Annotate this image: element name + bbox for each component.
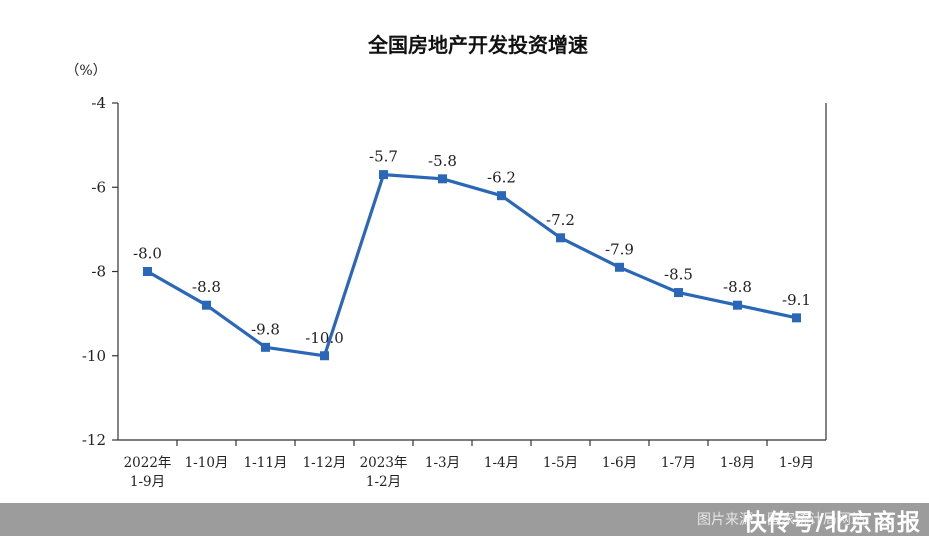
data-label: -9.8 bbox=[251, 320, 280, 338]
y-tick-label: -8 bbox=[91, 263, 106, 281]
y-unit-label: （%） bbox=[65, 63, 106, 79]
x-tick-label: 1-2月 bbox=[366, 474, 401, 490]
line-chart: 全国房地产开发投资增速 （%） -4 -6 -8 -10 -12 2022年 1-9月 1-… bbox=[65, 33, 827, 490]
x-tick-label: 1-4月 bbox=[484, 455, 519, 471]
data-label: -7.9 bbox=[605, 240, 634, 258]
data-label: -8.8 bbox=[192, 278, 221, 296]
data-label: -5.8 bbox=[428, 152, 457, 170]
y-tick-label: -10 bbox=[82, 347, 106, 365]
x-tick-label: 1-9月 bbox=[779, 455, 814, 471]
axes bbox=[112, 102, 827, 446]
data-point bbox=[379, 170, 388, 180]
x-tick-label: 2022年 bbox=[124, 455, 172, 471]
x-tick-label: 1-3月 bbox=[425, 455, 460, 471]
x-tick-label: 1-11月 bbox=[244, 455, 288, 471]
data-point bbox=[261, 342, 270, 352]
data-labels: -8.0 -8.8 -9.8 -10.0 -5.7 -5.8 -6.2 -7.2 -7.9 -8.… bbox=[133, 148, 811, 347]
data-label: -8.5 bbox=[664, 266, 693, 284]
data-point bbox=[320, 351, 329, 361]
data-point bbox=[202, 300, 211, 310]
watermark-bar bbox=[0, 503, 929, 536]
data-label: -9.1 bbox=[782, 291, 811, 309]
data-point bbox=[438, 174, 447, 184]
data-point bbox=[733, 300, 742, 310]
data-point bbox=[556, 233, 565, 243]
data-label: -6.2 bbox=[487, 169, 516, 187]
data-label: -8.0 bbox=[133, 245, 162, 263]
x-tick-label: 1-5月 bbox=[543, 455, 578, 471]
y-tick-label: -12 bbox=[82, 431, 106, 449]
x-tick-label: 1-8月 bbox=[720, 455, 755, 471]
data-label: -5.7 bbox=[369, 148, 398, 166]
x-tick-label: 1-12月 bbox=[303, 455, 347, 471]
data-label: -7.2 bbox=[546, 211, 575, 229]
x-tick-label: 1-6月 bbox=[602, 455, 637, 471]
data-point bbox=[497, 191, 506, 201]
x-tick-label: 1-7月 bbox=[661, 455, 696, 471]
x-tick-label: 1-10月 bbox=[185, 455, 229, 471]
x-tick-labels: 2022年 1-9月 1-10月 1-11月 1-12月 2023年 1-2月 1-3月 1-4… bbox=[124, 455, 815, 490]
y-tick-label: -6 bbox=[91, 178, 106, 196]
data-label: -8.8 bbox=[723, 278, 752, 296]
x-tick-label: 1-9月 bbox=[130, 474, 165, 490]
data-label: -10.0 bbox=[305, 329, 343, 347]
watermark-logo-text: 快传号/北京商报 bbox=[743, 510, 921, 536]
series-line bbox=[146, 173, 797, 358]
data-point bbox=[143, 267, 152, 276]
watermark-source: 图片来源：国家统计局网站 bbox=[697, 512, 865, 528]
data-point bbox=[615, 262, 624, 272]
data-point bbox=[674, 288, 683, 298]
y-tick-label: -4 bbox=[91, 94, 106, 112]
y-tick-labels: -4 -6 -8 -10 -12 bbox=[82, 94, 106, 449]
chart-title: 全国房地产开发投资增速 bbox=[367, 33, 588, 57]
x-tick-label: 2023年 bbox=[360, 455, 408, 471]
data-point bbox=[792, 313, 801, 323]
series-markers bbox=[143, 170, 801, 361]
